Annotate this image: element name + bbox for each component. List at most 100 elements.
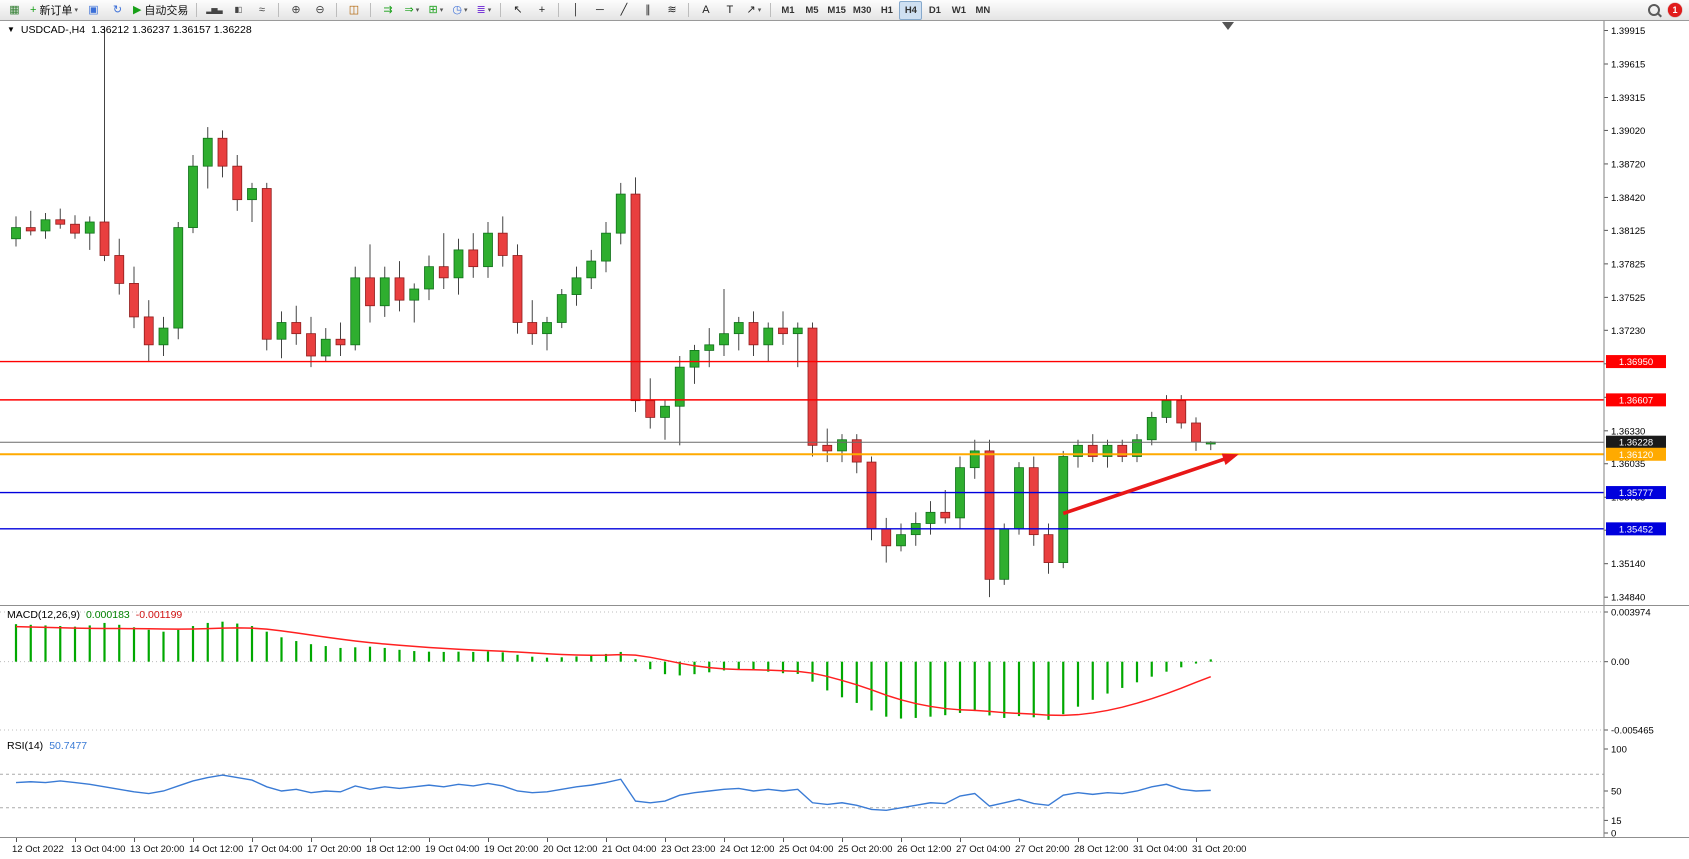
periods-button[interactable]: ◷ ▾ <box>448 1 471 20</box>
tf-d1-button-label: D1 <box>928 4 941 16</box>
channel-button[interactable]: ∥ <box>636 1 659 20</box>
chevron-down-icon: ▾ <box>415 7 420 14</box>
time-axis-tick <box>901 838 902 843</box>
toolbar: ▦ + 新订单 ▾ ▣ ↻ ▶ 自动交易 ▂▅▃ ▮▯ ≈ ⊕ ⊖ ◫ ⇉ ⇒ ▾ ⊞ ▾ ◷ ▾ ≣ ▾ ↖ + │ ─ ╱ ∥ ≋ A T… <box>0 0 1689 21</box>
rsi-panel[interactable]: 100 50 15 0 RSI(14) 50.7477 <box>0 737 1689 838</box>
chevron-down-icon: ▾ <box>463 7 468 14</box>
tf-d1-button[interactable]: D1 <box>923 1 946 20</box>
time-axis-label: 25 Oct 04:00 <box>779 844 834 856</box>
time-axis-label: 27 Oct 04:00 <box>956 844 1011 856</box>
trendline-button[interactable]: ╱ <box>612 1 635 20</box>
cursor-button[interactable]: ↖ <box>506 1 529 20</box>
svg-text:1.39315: 1.39315 <box>1611 93 1645 104</box>
text-button[interactable]: A <box>694 1 717 20</box>
tf-w1-button[interactable]: W1 <box>947 1 970 20</box>
arrows-tool-button[interactable]: ↗ ▾ <box>742 1 765 20</box>
chevron-down-icon: ▾ <box>757 7 762 14</box>
chart-windows-button[interactable]: ▣ <box>82 1 105 20</box>
horizontal-line-button[interactable]: ─ <box>588 1 611 20</box>
time-axis-tick <box>606 838 607 843</box>
svg-text:0.003974: 0.003974 <box>1611 607 1651 618</box>
crosshair-button[interactable]: + <box>530 1 553 20</box>
toolbar-separator <box>770 3 772 17</box>
chart-shift-marker[interactable] <box>1222 22 1234 30</box>
time-axis-tick <box>724 838 725 843</box>
zoom-out-button[interactable]: ⊖ <box>308 1 331 20</box>
tf-mn-button[interactable]: MN <box>971 1 994 20</box>
svg-text:1.35452: 1.35452 <box>1619 524 1653 535</box>
svg-text:1.36330: 1.36330 <box>1611 426 1645 437</box>
toolbar-separator <box>558 3 560 17</box>
price-line-1.36228[interactable]: 1.36228 <box>0 435 1666 449</box>
tf-m15-button[interactable]: M15 <box>824 1 848 20</box>
quick-order-button[interactable]: ⊞ ▾ <box>424 1 447 20</box>
notification-badge[interactable]: 1 <box>1668 3 1682 17</box>
time-axis-label: 13 Oct 20:00 <box>130 844 185 856</box>
vertical-line-button[interactable]: │ <box>564 1 587 20</box>
bar-chart-button[interactable]: ▂▅▃ <box>202 1 225 20</box>
time-axis-label: 31 Oct 20:00 <box>1192 844 1247 856</box>
search-icon[interactable] <box>1648 4 1660 16</box>
svg-text:1.38125: 1.38125 <box>1611 226 1645 237</box>
line-chart-icon: ≈ <box>258 3 265 16</box>
svg-text:1.34840: 1.34840 <box>1611 593 1645 604</box>
svg-text:1.36228: 1.36228 <box>1619 438 1653 449</box>
time-axis-tick <box>75 838 76 843</box>
tf-m30-button[interactable]: M30 <box>850 1 874 20</box>
time-axis-tick <box>547 838 548 843</box>
price-line-1.35777[interactable]: 1.35777 <box>0 486 1666 500</box>
time-axis-tick <box>134 838 135 843</box>
refresh-button[interactable]: ↻ <box>106 1 129 20</box>
trendline-icon: ╱ <box>620 3 628 16</box>
time-axis-label: 27 Oct 20:00 <box>1015 844 1070 856</box>
tf-h1-button[interactable]: H1 <box>875 1 898 20</box>
toolbar-right: 1 <box>1648 3 1686 17</box>
price-line-1.36950[interactable]: 1.36950 <box>0 355 1666 369</box>
fibonacci-button[interactable]: ≋ <box>660 1 683 20</box>
time-axis[interactable]: 12 Oct 2022 13 Oct 04:00 13 Oct 20:00 14 Oc… <box>0 838 1689 859</box>
label-button[interactable]: T <box>718 1 741 20</box>
cursor-icon: ↖ <box>513 3 523 16</box>
new-chart-button[interactable]: ▦ <box>3 1 26 20</box>
chart-shift-button[interactable]: ⇒ ▾ <box>400 1 423 20</box>
line-chart-button[interactable]: ≈ <box>250 1 273 20</box>
autotrading-button[interactable]: ▶ 自动交易 <box>130 1 191 20</box>
panel-splitter[interactable] <box>0 837 1689 839</box>
auto-scroll-button[interactable]: ⇉ <box>376 1 399 20</box>
tf-h1-button-label: H1 <box>880 4 893 16</box>
candlestick-chart[interactable]: 1.39915 1.39615 1.39315 1.39020 1.38720 1.384… <box>0 21 1689 605</box>
svg-text:1.36120: 1.36120 <box>1619 450 1653 461</box>
time-axis-label: 19 Oct 04:00 <box>425 844 480 856</box>
text-icon: A <box>702 3 710 16</box>
new-order-button[interactable]: + 新订单 ▾ <box>27 1 81 20</box>
svg-text:1.39915: 1.39915 <box>1611 26 1645 37</box>
tf-m5-button[interactable]: M5 <box>800 1 823 20</box>
panel-splitter[interactable] <box>0 605 1689 606</box>
time-axis-tick <box>252 838 253 843</box>
svg-text:100: 100 <box>1611 745 1627 756</box>
new-order-icon: + <box>30 3 37 16</box>
zoom-in-button[interactable]: ⊕ <box>284 1 307 20</box>
price-line-1.36607[interactable]: 1.36607 <box>0 393 1666 407</box>
candlestick-chart-button[interactable]: ▮▯ <box>226 1 249 20</box>
tf-h4-button[interactable]: H4 <box>899 0 923 20</box>
price-line-1.36120[interactable]: 1.36120 <box>0 447 1666 461</box>
price-line-1.35452[interactable]: 1.35452 <box>0 522 1666 536</box>
rsi-chart[interactable]: 100 50 15 0 <box>0 737 1689 838</box>
tile-windows-button[interactable]: ◫ <box>342 1 365 20</box>
indicators-button[interactable]: ≣ ▾ <box>472 1 495 20</box>
rsi-axis-ticks: 100 50 15 0 <box>1604 745 1627 837</box>
zoom-out-icon: ⊖ <box>315 3 325 16</box>
time-axis-tick <box>311 838 312 843</box>
macd-chart[interactable]: 0.003974 0.00 -0.005465 <box>0 605 1689 737</box>
price-axis-ticks: 1.39915 1.39615 1.39315 1.39020 1.38720 1.384… <box>1604 26 1645 604</box>
tf-m1-button[interactable]: M1 <box>776 1 799 20</box>
trend-arrow[interactable] <box>1062 453 1239 516</box>
label-icon: T <box>726 3 734 16</box>
panel-splitter[interactable] <box>0 736 1689 738</box>
time-axis-label: 23 Oct 23:00 <box>661 844 716 856</box>
main-chart-panel[interactable]: 1.39915 1.39615 1.39315 1.39020 1.38720 1.384… <box>0 21 1689 605</box>
tf-mn-button-label: MN <box>975 4 991 16</box>
macd-panel[interactable]: 0.003974 0.00 -0.005465 MACD(12,26,9) 0.00… <box>0 605 1689 737</box>
